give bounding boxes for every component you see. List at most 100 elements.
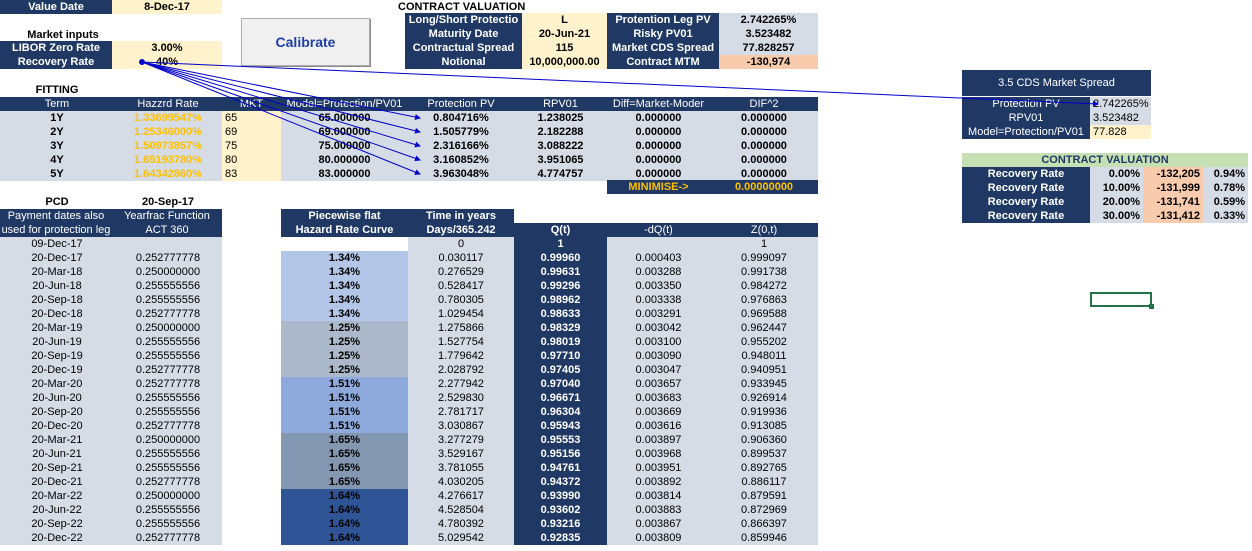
fitting-cell[interactable]: 2.316166% [408, 139, 514, 153]
fitting-cell[interactable]: 1.238025 [514, 111, 607, 125]
schedule-hazard[interactable]: 1.25% [281, 349, 408, 363]
schedule-dq[interactable]: 0.003047 [607, 363, 710, 377]
schedule-z[interactable]: 0.866397 [710, 517, 818, 531]
schedule-yearfrac[interactable]: 0.255555556 [114, 279, 222, 293]
fitting-cell[interactable]: 1.25346000% [114, 125, 222, 139]
schedule-date[interactable]: 09-Dec-17 [0, 237, 114, 251]
fitting-cell[interactable]: 0.000000 [710, 139, 818, 153]
cv2-rate[interactable]: 10.00% [1090, 181, 1143, 195]
schedule-time[interactable]: 2.529830 [408, 391, 514, 405]
schedule-dq[interactable]: 0.003968 [607, 447, 710, 461]
schedule-z[interactable]: 0.999097 [710, 251, 818, 265]
schedule-yearfrac[interactable]: 0.255555556 [114, 349, 222, 363]
schedule-date[interactable]: 20-Mar-21 [0, 433, 114, 447]
schedule-yearfrac[interactable]: 0.255555556 [114, 335, 222, 349]
minimise-value[interactable]: 0.00000000 [710, 180, 818, 194]
cv2-pct[interactable]: 0.33% [1203, 209, 1248, 223]
fitting-cell[interactable]: 1.505779% [408, 125, 514, 139]
calibrate-button[interactable]: Calibrate [241, 18, 370, 66]
schedule-q[interactable]: 0.93602 [514, 503, 607, 517]
schedule-time[interactable]: 1.275866 [408, 321, 514, 335]
schedule-z[interactable]: 0.955202 [710, 335, 818, 349]
schedule-yearfrac[interactable]: 0.255555556 [114, 461, 222, 475]
cds-value[interactable]: 3.523482 [1090, 111, 1151, 125]
schedule-q[interactable]: 0.96671 [514, 391, 607, 405]
schedule-date[interactable]: 20-Mar-22 [0, 489, 114, 503]
selected-cell[interactable] [1090, 292, 1152, 307]
schedule-yearfrac[interactable]: 0.255555556 [114, 391, 222, 405]
schedule-z[interactable]: 0.892765 [710, 461, 818, 475]
schedule-hazard[interactable]: 1.65% [281, 447, 408, 461]
schedule-q[interactable]: 0.98019 [514, 335, 607, 349]
fitting-cell[interactable]: 4.774757 [514, 167, 607, 181]
schedule-time[interactable]: 0 [408, 237, 514, 251]
schedule-date[interactable]: 20-Dec-17 [0, 251, 114, 265]
schedule-hazard[interactable]: 1.34% [281, 293, 408, 307]
fitting-cell[interactable]: 1.50973857% [114, 139, 222, 153]
schedule-time[interactable]: 3.277279 [408, 433, 514, 447]
schedule-q[interactable]: 0.94372 [514, 475, 607, 489]
schedule-time[interactable]: 4.276617 [408, 489, 514, 503]
fitting-cell[interactable]: 3Y [0, 139, 114, 153]
cv-input-cell[interactable]: 20-Jun-21 [522, 27, 607, 41]
schedule-dq[interactable]: 0.003616 [607, 419, 710, 433]
schedule-hazard[interactable]: 1.51% [281, 391, 408, 405]
schedule-date[interactable]: 20-Mar-18 [0, 265, 114, 279]
fitting-cell[interactable]: 1.33699547% [114, 111, 222, 125]
schedule-date[interactable]: 20-Dec-21 [0, 475, 114, 489]
schedule-time[interactable]: 2.277942 [408, 377, 514, 391]
recovery-cell[interactable]: 40% [112, 55, 222, 69]
cds-value[interactable]: 77.828 [1090, 125, 1151, 139]
schedule-q[interactable]: 0.96304 [514, 405, 607, 419]
fitting-cell[interactable]: 0.000000 [607, 125, 710, 139]
schedule-hazard[interactable]: 1.51% [281, 405, 408, 419]
value-date-cell[interactable]: 8-Dec-17 [112, 0, 222, 14]
schedule-hazard[interactable]: 1.51% [281, 377, 408, 391]
fitting-cell[interactable]: 3.963048% [408, 167, 514, 181]
schedule-yearfrac[interactable]: 0.250000000 [114, 489, 222, 503]
schedule-dq[interactable]: 0.000403 [607, 251, 710, 265]
schedule-date[interactable]: 20-Jun-22 [0, 503, 114, 517]
schedule-q[interactable]: 0.97405 [514, 363, 607, 377]
schedule-dq[interactable]: 0.003042 [607, 321, 710, 335]
cv-output-cell[interactable]: -130,974 [719, 55, 818, 69]
fitting-cell[interactable]: 0.000000 [607, 111, 710, 125]
schedule-q[interactable]: 0.92835 [514, 531, 607, 545]
schedule-dq[interactable]: 0.003683 [607, 391, 710, 405]
schedule-q[interactable]: 0.98633 [514, 307, 607, 321]
schedule-date[interactable]: 20-Sep-21 [0, 461, 114, 475]
cv2-mtm[interactable]: -131,741 [1143, 195, 1203, 209]
schedule-dq[interactable] [607, 237, 710, 251]
schedule-z[interactable]: 0.926914 [710, 391, 818, 405]
schedule-yearfrac[interactable]: 0.250000000 [114, 265, 222, 279]
schedule-z[interactable]: 1 [710, 237, 818, 251]
schedule-q[interactable]: 0.97040 [514, 377, 607, 391]
schedule-q[interactable]: 0.98962 [514, 293, 607, 307]
schedule-time[interactable]: 1.029454 [408, 307, 514, 321]
schedule-dq[interactable]: 0.003809 [607, 531, 710, 545]
schedule-yearfrac[interactable]: 0.255555556 [114, 293, 222, 307]
schedule-yearfrac[interactable]: 0.252777778 [114, 419, 222, 433]
cv-output-cell[interactable]: 77.828257 [719, 41, 818, 55]
fitting-cell[interactable]: 1Y [0, 111, 114, 125]
schedule-dq[interactable]: 0.003897 [607, 433, 710, 447]
schedule-hazard[interactable]: 1.25% [281, 363, 408, 377]
schedule-dq[interactable]: 0.003883 [607, 503, 710, 517]
schedule-yearfrac[interactable]: 0.255555556 [114, 503, 222, 517]
schedule-hazard[interactable]: 1.25% [281, 321, 408, 335]
schedule-time[interactable]: 3.030867 [408, 419, 514, 433]
fitting-cell[interactable]: 3.160852% [408, 153, 514, 167]
schedule-date[interactable]: 20-Jun-20 [0, 391, 114, 405]
fitting-cell[interactable]: 0.000000 [607, 167, 710, 181]
schedule-date[interactable]: 20-Jun-19 [0, 335, 114, 349]
schedule-yearfrac[interactable]: 0.255555556 [114, 517, 222, 531]
fitting-cell[interactable]: 69 [222, 125, 281, 139]
schedule-time[interactable]: 4.030205 [408, 475, 514, 489]
cv-input-cell[interactable]: 115 [522, 41, 607, 55]
schedule-dq[interactable]: 0.003090 [607, 349, 710, 363]
schedule-hazard[interactable]: 1.34% [281, 251, 408, 265]
schedule-hazard[interactable]: 1.64% [281, 531, 408, 545]
cv2-rate[interactable]: 30.00% [1090, 209, 1143, 223]
schedule-hazard[interactable]: 1.65% [281, 461, 408, 475]
schedule-q[interactable]: 0.95553 [514, 433, 607, 447]
